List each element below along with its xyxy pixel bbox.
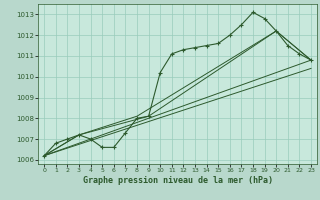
X-axis label: Graphe pression niveau de la mer (hPa): Graphe pression niveau de la mer (hPa) <box>83 176 273 185</box>
